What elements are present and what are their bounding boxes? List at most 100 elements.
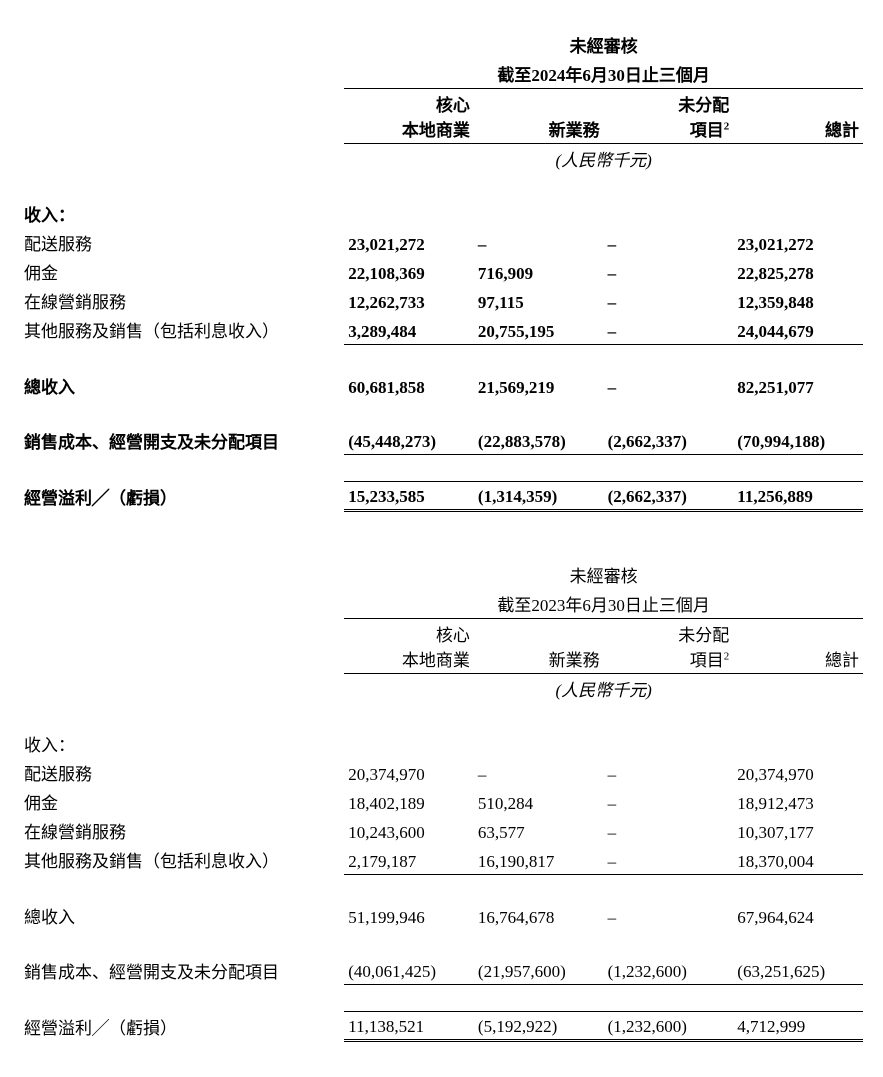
- row-marketing: 在線營銷服務 10,243,600 63,577 – 10,307,177: [20, 816, 863, 845]
- period-header: 截至2024年6月30日止三個月: [344, 59, 863, 89]
- cell-value: 18,370,004: [733, 845, 863, 874]
- label-commission: 佣金: [20, 787, 344, 816]
- cell-value: (40,061,425): [344, 956, 474, 985]
- label-operating-profit: 經營溢利╱（虧損）: [20, 482, 344, 511]
- label-total-revenue: 總收入: [20, 371, 344, 400]
- currency-unit: (人民幣千元): [344, 674, 863, 704]
- label-cogs: 銷售成本、經營開支及未分配項目: [20, 426, 344, 455]
- cell-value: (22,883,578): [474, 426, 604, 455]
- section-revenue: 收入：: [20, 729, 344, 758]
- cell-value: 12,359,848: [733, 286, 863, 315]
- currency-unit: (人民幣千元): [344, 144, 863, 174]
- cell-value: 21,569,219: [474, 371, 604, 400]
- cell-value: –: [604, 257, 734, 286]
- row-marketing: 在線營銷服務 12,262,733 97,115 – 12,359,848: [20, 286, 863, 315]
- cell-value: (1,232,600): [604, 956, 734, 985]
- cell-value: (45,448,273): [344, 426, 474, 455]
- col-total: 總計: [733, 89, 863, 144]
- cell-value: 11,256,889: [733, 482, 863, 511]
- cell-value: (2,662,337): [604, 482, 734, 511]
- row-cogs: 銷售成本、經營開支及未分配項目 (40,061,425) (21,957,600…: [20, 956, 863, 985]
- cell-value: 16,190,817: [474, 845, 604, 874]
- cell-value: 716,909: [474, 257, 604, 286]
- col-unallocated: 未分配項目2: [604, 89, 734, 144]
- cell-value: 12,262,733: [344, 286, 474, 315]
- cell-value: –: [604, 228, 734, 257]
- label-marketing: 在線營銷服務: [20, 816, 344, 845]
- cell-value: 3,289,484: [344, 315, 474, 344]
- cell-value: 97,115: [474, 286, 604, 315]
- label-cogs: 銷售成本、經營開支及未分配項目: [20, 956, 344, 985]
- cell-value: –: [604, 816, 734, 845]
- cell-value: –: [474, 228, 604, 257]
- label-other: 其他服務及銷售（包括利息收入）: [20, 315, 344, 344]
- cell-value: 24,044,679: [733, 315, 863, 344]
- section-revenue: 收入：: [20, 199, 344, 228]
- label-commission: 佣金: [20, 257, 344, 286]
- cell-value: 23,021,272: [344, 228, 474, 257]
- label-marketing: 在線營銷服務: [20, 286, 344, 315]
- cell-value: (5,192,922): [474, 1012, 604, 1041]
- row-cogs: 銷售成本、經營開支及未分配項目 (45,448,273) (22,883,578…: [20, 426, 863, 455]
- cell-value: 510,284: [474, 787, 604, 816]
- row-commission: 佣金 18,402,189 510,284 – 18,912,473: [20, 787, 863, 816]
- row-operating-profit: 經營溢利╱（虧損） 15,233,585 (1,314,359) (2,662,…: [20, 482, 863, 511]
- col-total: 總計: [733, 619, 863, 674]
- cell-value: (2,662,337): [604, 426, 734, 455]
- cell-value: 4,712,999: [733, 1012, 863, 1041]
- cell-value: 10,307,177: [733, 816, 863, 845]
- audit-status: 未經審核: [344, 30, 863, 59]
- cell-value: (1,314,359): [474, 482, 604, 511]
- cell-value: –: [604, 286, 734, 315]
- segment-table-2023: 未經審核 截至2023年6月30日止三個月 核心本地商業 新業務 未分配項目2 …: [20, 560, 863, 1042]
- col-new-business: 新業務: [474, 619, 604, 674]
- audit-status: 未經審核: [344, 560, 863, 589]
- row-delivery: 配送服務 23,021,272 – – 23,021,272: [20, 228, 863, 257]
- col-new-business: 新業務: [474, 89, 604, 144]
- cell-value: 63,577: [474, 816, 604, 845]
- cell-value: (1,232,600): [604, 1012, 734, 1041]
- cell-value: 16,764,678: [474, 901, 604, 930]
- cell-value: 23,021,272: [733, 228, 863, 257]
- cell-value: 82,251,077: [733, 371, 863, 400]
- row-other: 其他服務及銷售（包括利息收入） 2,179,187 16,190,817 – 1…: [20, 845, 863, 874]
- row-other: 其他服務及銷售（包括利息收入） 3,289,484 20,755,195 – 2…: [20, 315, 863, 344]
- label-total-revenue: 總收入: [20, 901, 344, 930]
- cell-value: 11,138,521: [344, 1012, 474, 1041]
- col-core-local: 核心本地商業: [344, 619, 474, 674]
- cell-value: 67,964,624: [733, 901, 863, 930]
- label-delivery: 配送服務: [20, 758, 344, 787]
- period-header: 截至2023年6月30日止三個月: [344, 589, 863, 619]
- cell-value: 10,243,600: [344, 816, 474, 845]
- cell-value: (21,957,600): [474, 956, 604, 985]
- cell-value: –: [604, 758, 734, 787]
- cell-value: 20,374,970: [733, 758, 863, 787]
- cell-value: –: [474, 758, 604, 787]
- cell-value: 20,374,970: [344, 758, 474, 787]
- cell-value: (63,251,625): [733, 956, 863, 985]
- cell-value: (70,994,188): [733, 426, 863, 455]
- cell-value: –: [604, 901, 734, 930]
- cell-value: 22,108,369: [344, 257, 474, 286]
- row-operating-profit: 經營溢利╱（虧損） 11,138,521 (5,192,922) (1,232,…: [20, 1012, 863, 1041]
- cell-value: 15,233,585: [344, 482, 474, 511]
- col-unallocated: 未分配項目2: [604, 619, 734, 674]
- cell-value: 2,179,187: [344, 845, 474, 874]
- cell-value: 18,912,473: [733, 787, 863, 816]
- row-commission: 佣金 22,108,369 716,909 – 22,825,278: [20, 257, 863, 286]
- cell-value: –: [604, 371, 734, 400]
- row-total-revenue: 總收入 60,681,858 21,569,219 – 82,251,077: [20, 371, 863, 400]
- cell-value: 20,755,195: [474, 315, 604, 344]
- row-total-revenue: 總收入 51,199,946 16,764,678 – 67,964,624: [20, 901, 863, 930]
- cell-value: –: [604, 315, 734, 344]
- cell-value: 18,402,189: [344, 787, 474, 816]
- cell-value: –: [604, 787, 734, 816]
- row-delivery: 配送服務 20,374,970 – – 20,374,970: [20, 758, 863, 787]
- segment-table-2024: 未經審核 截至2024年6月30日止三個月 核心本地商業 新業務 未分配項目2 …: [20, 30, 863, 512]
- label-operating-profit: 經營溢利╱（虧損）: [20, 1012, 344, 1041]
- cell-value: 60,681,858: [344, 371, 474, 400]
- cell-value: 22,825,278: [733, 257, 863, 286]
- label-other: 其他服務及銷售（包括利息收入）: [20, 845, 344, 874]
- label-delivery: 配送服務: [20, 228, 344, 257]
- col-core-local: 核心本地商業: [344, 89, 474, 144]
